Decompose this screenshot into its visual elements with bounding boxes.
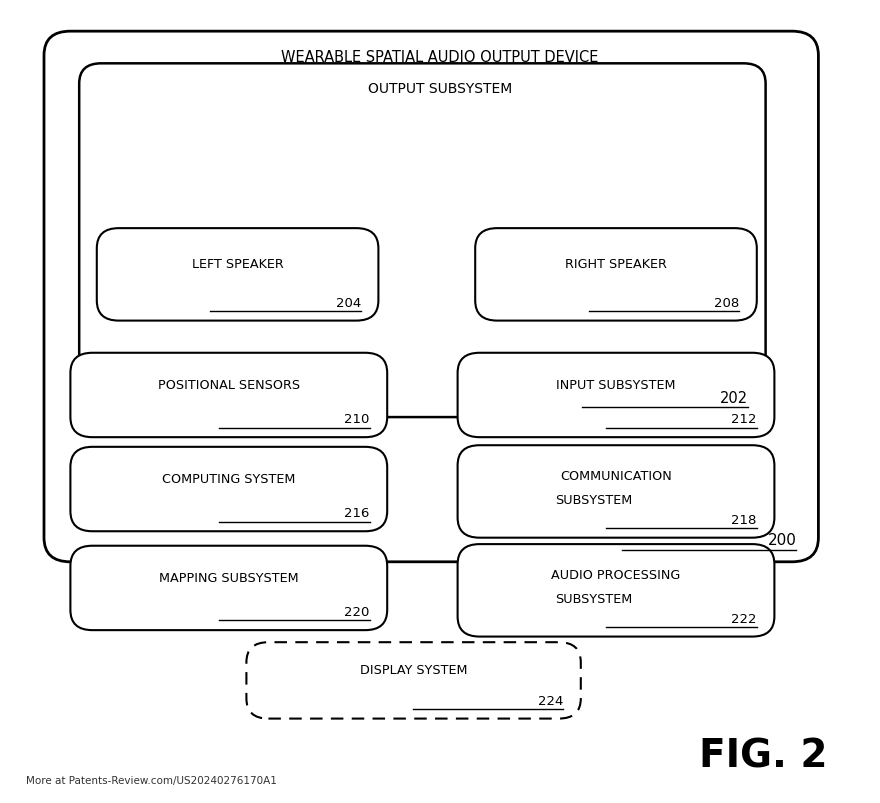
Text: COMMUNICATION: COMMUNICATION (561, 469, 671, 483)
Text: 200: 200 (767, 532, 796, 548)
FancyBboxPatch shape (70, 447, 387, 532)
Text: RIGHT SPEAKER: RIGHT SPEAKER (565, 258, 667, 271)
FancyBboxPatch shape (79, 64, 766, 418)
Text: POSITIONAL SENSORS: POSITIONAL SENSORS (158, 378, 300, 392)
FancyBboxPatch shape (475, 229, 757, 321)
Text: 204: 204 (335, 296, 361, 309)
Text: 208: 208 (714, 296, 739, 309)
FancyBboxPatch shape (70, 353, 387, 438)
Text: 224: 224 (538, 694, 563, 707)
Text: 220: 220 (344, 605, 370, 618)
Text: More at Patents-Review.com/US20240276170A1: More at Patents-Review.com/US20240276170… (26, 776, 277, 785)
Text: 216: 216 (344, 507, 370, 520)
Text: OUTPUT SUBSYSTEM: OUTPUT SUBSYSTEM (368, 82, 512, 96)
FancyBboxPatch shape (458, 446, 774, 538)
Text: FIG. 2: FIG. 2 (699, 737, 827, 775)
Text: COMPUTING SYSTEM: COMPUTING SYSTEM (162, 472, 296, 486)
Text: 218: 218 (731, 513, 757, 526)
Text: 222: 222 (731, 612, 757, 625)
Text: WEARABLE SPATIAL AUDIO OUTPUT DEVICE: WEARABLE SPATIAL AUDIO OUTPUT DEVICE (282, 50, 598, 65)
Text: AUDIO PROCESSING: AUDIO PROCESSING (552, 568, 680, 581)
Text: MAPPING SUBSYSTEM: MAPPING SUBSYSTEM (159, 571, 298, 585)
FancyBboxPatch shape (70, 546, 387, 630)
Text: 212: 212 (731, 413, 757, 426)
Text: SUBSYSTEM: SUBSYSTEM (555, 592, 633, 605)
Text: 210: 210 (344, 413, 370, 426)
FancyBboxPatch shape (458, 353, 774, 438)
FancyBboxPatch shape (97, 229, 378, 321)
Text: LEFT SPEAKER: LEFT SPEAKER (192, 258, 283, 271)
Text: DISPLAY SYSTEM: DISPLAY SYSTEM (360, 663, 467, 677)
Text: INPUT SUBSYSTEM: INPUT SUBSYSTEM (556, 378, 676, 392)
FancyBboxPatch shape (458, 544, 774, 637)
FancyBboxPatch shape (44, 32, 818, 562)
Text: 202: 202 (720, 390, 748, 406)
FancyBboxPatch shape (246, 642, 581, 719)
Text: SUBSYSTEM: SUBSYSTEM (555, 493, 633, 507)
